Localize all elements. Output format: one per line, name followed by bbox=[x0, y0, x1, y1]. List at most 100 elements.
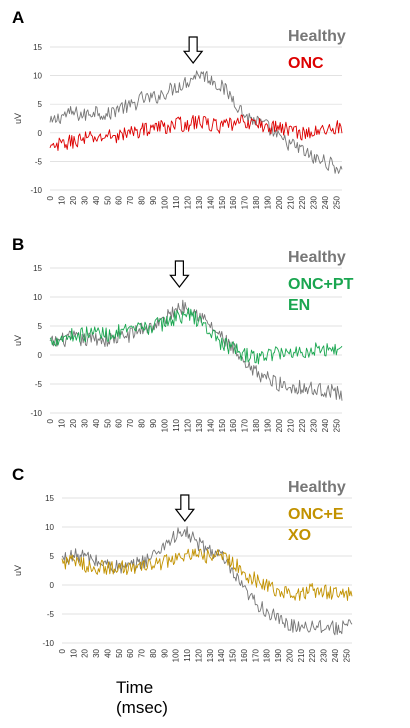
x-tick-label: 0 bbox=[46, 195, 55, 200]
x-tick-label: 150 bbox=[218, 418, 227, 432]
series-line-onc bbox=[49, 114, 343, 151]
legend-entry-onc-exo: ONC+EXO bbox=[288, 506, 344, 544]
x-tick-label: 190 bbox=[264, 418, 273, 432]
x-tick-label: 100 bbox=[161, 418, 170, 432]
y-tick-label: -10 bbox=[30, 186, 42, 195]
y-tick-label: 5 bbox=[50, 552, 55, 561]
panel-c: C -10 -5 0 5 10 15 uV 0 10 20 30 40 50 60 70 80 90 100 110… bbox=[0, 460, 410, 670]
x-tick-label: 230 bbox=[309, 418, 318, 432]
y-tick-label: 10 bbox=[33, 293, 42, 302]
x-tick-label: 190 bbox=[274, 648, 283, 662]
x-tick-label: 170 bbox=[251, 648, 260, 662]
y-axis-title: uV bbox=[13, 565, 23, 576]
y-tick-label: 10 bbox=[45, 523, 54, 532]
x-tick-label: 220 bbox=[298, 195, 307, 209]
down-arrow-icon bbox=[169, 260, 190, 288]
y-tick-label: 15 bbox=[33, 264, 42, 273]
legend-entry-onc: ONC bbox=[288, 55, 324, 72]
x-tick-label: 90 bbox=[149, 195, 158, 204]
x-tick-label: 170 bbox=[241, 195, 250, 209]
legend-b: Healthy ONC+PTEN bbox=[288, 247, 358, 316]
x-tick-label: 230 bbox=[320, 648, 329, 662]
legend-a: Healthy ONC bbox=[288, 26, 358, 74]
x-tick-label: 120 bbox=[183, 418, 192, 432]
down-arrow-icon bbox=[182, 36, 204, 64]
y-tick-label: 0 bbox=[38, 351, 43, 360]
y-tick-label: -10 bbox=[42, 639, 54, 648]
series-line-healthy bbox=[49, 70, 343, 174]
x-tick-label: 20 bbox=[69, 418, 78, 427]
x-tick-label: 250 bbox=[332, 195, 341, 209]
x-tick-label: 140 bbox=[206, 418, 215, 432]
down-arrow-icon bbox=[174, 494, 196, 522]
series-line-onc-exo bbox=[61, 548, 353, 601]
legend-entry-healthy: Healthy bbox=[288, 249, 346, 266]
x-tick-label: 0 bbox=[58, 648, 67, 653]
x-tick-label: 30 bbox=[80, 418, 89, 427]
y-tick-label: 0 bbox=[38, 129, 43, 138]
y-axis-title: uV bbox=[13, 113, 23, 124]
y-tick-label: -10 bbox=[30, 409, 42, 418]
x-tick-label: 150 bbox=[218, 195, 227, 209]
x-tick-label: 50 bbox=[115, 648, 124, 657]
x-tick-label: 10 bbox=[57, 418, 66, 427]
x-tick-label: 120 bbox=[183, 195, 192, 209]
x-tick-label: 60 bbox=[126, 648, 135, 657]
x-tick-label: 210 bbox=[286, 195, 295, 209]
x-tick-label: 90 bbox=[160, 648, 169, 657]
x-tick-label: 10 bbox=[57, 195, 66, 204]
x-tick-label: 20 bbox=[81, 648, 90, 657]
x-tick-label: 50 bbox=[103, 195, 112, 204]
y-tick-label: -5 bbox=[35, 157, 43, 166]
legend-entry-healthy: Healthy bbox=[288, 28, 346, 45]
x-tick-label: 80 bbox=[138, 195, 147, 204]
x-tick-label: 250 bbox=[342, 648, 351, 662]
x-tick-label: 130 bbox=[206, 648, 215, 662]
x-tick-label: 20 bbox=[69, 195, 78, 204]
x-tick-label: 250 bbox=[332, 418, 341, 432]
x-tick-label: 0 bbox=[46, 418, 55, 423]
x-tick-label: 130 bbox=[195, 418, 204, 432]
x-axis-title: Time (msec) bbox=[116, 678, 168, 718]
x-tick-label: 140 bbox=[206, 195, 215, 209]
legend-entry-healthy: Healthy bbox=[288, 479, 346, 496]
x-tick-label: 60 bbox=[115, 195, 124, 204]
x-tick-label: 240 bbox=[321, 418, 330, 432]
x-tick-label: 110 bbox=[172, 418, 181, 431]
x-tick-label: 110 bbox=[172, 195, 181, 208]
x-tick-label: 130 bbox=[195, 195, 204, 209]
y-tick-label: 10 bbox=[33, 72, 42, 81]
y-tick-label: 15 bbox=[45, 494, 54, 503]
x-tick-label: 160 bbox=[240, 648, 249, 662]
x-tick-label: 210 bbox=[297, 648, 306, 662]
x-tick-label: 220 bbox=[298, 418, 307, 432]
x-tick-label: 70 bbox=[126, 418, 135, 427]
x-tick-label: 200 bbox=[275, 418, 284, 432]
x-tick-label: 110 bbox=[183, 648, 192, 661]
x-axis-title-line1: Time bbox=[116, 678, 154, 697]
x-tick-label: 120 bbox=[194, 648, 203, 662]
x-tick-label: 210 bbox=[286, 418, 295, 432]
x-tick-label: 180 bbox=[252, 418, 261, 432]
legend-entry-onc-pten: ONC+PTEN bbox=[288, 276, 354, 314]
panel-a: A -10 -5 0 5 10 15 uV 0 10 20 30 40 50 60 70 80 90 100 110… bbox=[0, 0, 410, 230]
x-tick-label: 160 bbox=[229, 195, 238, 209]
series-line-onc-pten bbox=[49, 307, 343, 365]
x-tick-label: 80 bbox=[138, 418, 147, 427]
x-tick-label: 240 bbox=[331, 648, 340, 662]
x-tick-label: 50 bbox=[103, 418, 112, 427]
y-tick-label: 15 bbox=[33, 43, 42, 52]
x-tick-label: 180 bbox=[263, 648, 272, 662]
y-tick-label: 5 bbox=[38, 100, 43, 109]
y-axis-title: uV bbox=[13, 335, 23, 346]
x-tick-label: 10 bbox=[69, 648, 78, 657]
x-tick-label: 30 bbox=[80, 195, 89, 204]
x-tick-label: 90 bbox=[149, 418, 158, 427]
x-tick-label: 40 bbox=[103, 648, 112, 657]
x-tick-label: 170 bbox=[241, 418, 250, 432]
x-tick-label: 140 bbox=[217, 648, 226, 662]
x-tick-label: 190 bbox=[264, 195, 273, 209]
y-tick-label: -5 bbox=[47, 610, 55, 619]
